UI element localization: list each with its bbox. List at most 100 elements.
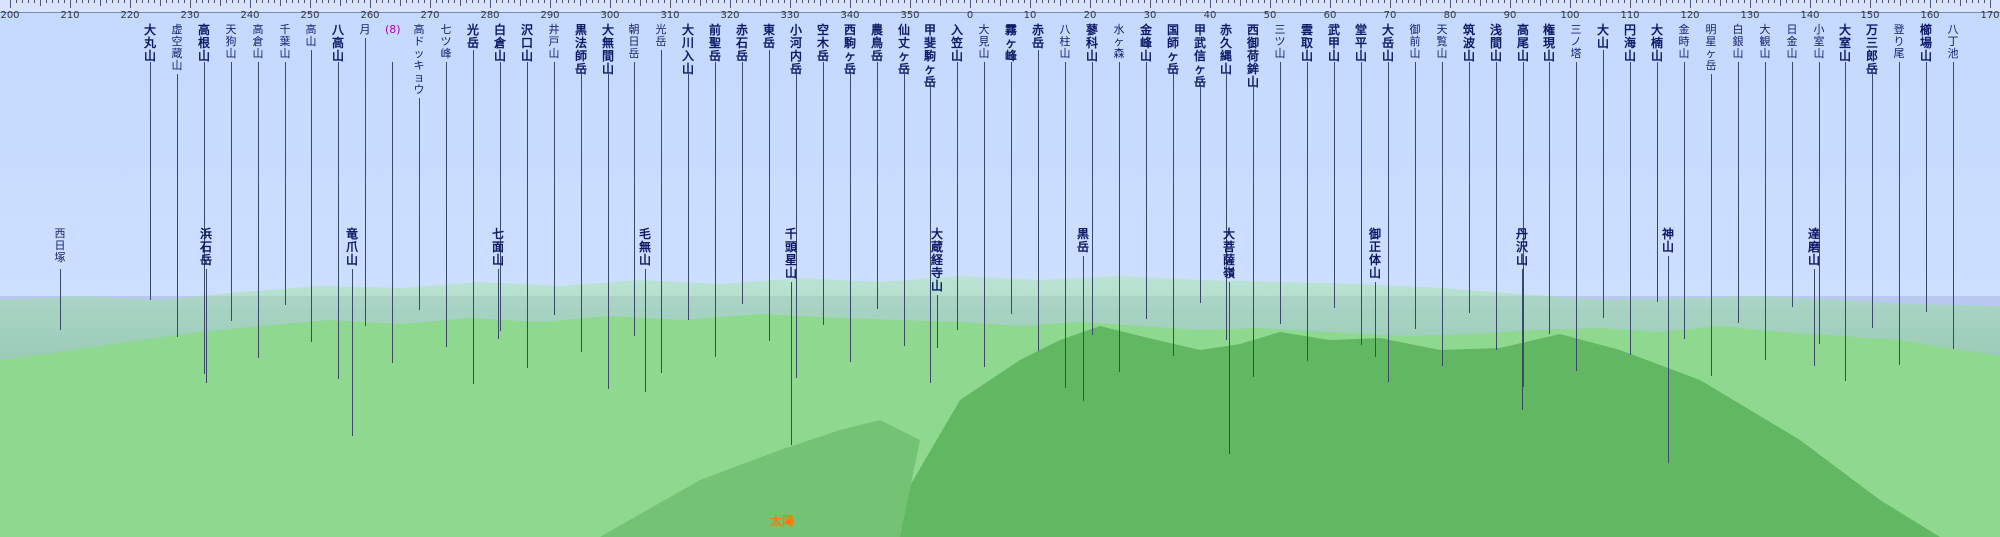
peak-label[interactable]: 日金山 [1786, 23, 1798, 60]
peak-label[interactable]: 三ツ山 [1274, 23, 1286, 60]
peak-label[interactable]: 高倉山 [252, 23, 264, 60]
scale-minor-tick [1402, 0, 1403, 3]
peak-label[interactable]: 白倉山 [493, 23, 506, 63]
peak-label[interactable]: (8) [385, 23, 401, 36]
peak-label[interactable]: 千頭星山 [784, 227, 797, 280]
peak-label[interactable]: 八丁池 [1947, 23, 1959, 60]
peak-label[interactable]: 赤久縄山 [1219, 23, 1232, 76]
peak-pointer-line [742, 62, 743, 304]
peak-label[interactable]: 水ヶ森 [1113, 23, 1125, 60]
peak-label[interactable]: 毛無山 [638, 227, 651, 267]
scale-minor-tick [568, 0, 569, 3]
peak-label[interactable]: 三ノ塔 [1570, 23, 1582, 60]
peak-label[interactable]: 高尾山 [1516, 23, 1529, 63]
peak-label[interactable]: 東岳 [762, 23, 775, 50]
peak-label[interactable]: 小河内岳 [789, 23, 802, 76]
peak-label[interactable]: 達磨山 [1807, 227, 1820, 267]
peak-label[interactable]: 武甲山 [1327, 23, 1340, 63]
peak-label[interactable]: 赤岳 [1031, 23, 1044, 50]
peak-label[interactable]: 甲武信ヶ岳 [1193, 23, 1206, 89]
scale-minor-tick [832, 0, 833, 3]
peak-label[interactable]: 霧ヶ峰 [1004, 23, 1017, 63]
peak-label[interactable]: 浜石岳 [199, 227, 212, 267]
peak-label[interactable]: 仙丈ヶ岳 [897, 23, 910, 76]
scale-minor-tick [526, 0, 527, 3]
peak-label[interactable]: 黒法師岳 [574, 23, 587, 76]
peak-label[interactable]: 高根山 [197, 23, 210, 63]
peak-pointer-line [1146, 62, 1147, 319]
peak-label[interactable]: 月 [359, 23, 371, 36]
peak-label[interactable]: 御前山 [1409, 23, 1421, 60]
scale-minor-tick [148, 0, 149, 3]
peak-label[interactable]: 金時山 [1678, 23, 1690, 60]
peak-label[interactable]: 高ドッキョウ [413, 23, 425, 96]
peak-label[interactable]: 大室山 [1838, 23, 1851, 63]
peak-label[interactable]: 櫛場山 [1919, 23, 1932, 63]
peak-label[interactable]: 神山 [1661, 227, 1674, 254]
scale-tick [1570, 0, 1571, 8]
peak-label[interactable]: 大蔵経寺山 [930, 227, 943, 293]
peak-label[interactable]: 大無間山 [601, 23, 614, 76]
peak-label[interactable]: 光岳 [466, 23, 479, 50]
scale-minor-tick [1198, 0, 1199, 3]
peak-label[interactable]: 堂平山 [1354, 23, 1367, 63]
peak-label[interactable]: 西御荷鉾山 [1246, 23, 1259, 89]
peak-label[interactable]: 大岳山 [1381, 23, 1394, 63]
peak-label[interactable]: 西日塚 [54, 227, 66, 264]
peak-label[interactable]: 御正体山 [1368, 227, 1381, 280]
scale-minor-tick [928, 0, 929, 3]
scale-minor-tick [598, 0, 599, 3]
peak-label[interactable]: 甲斐駒ヶ岳 [923, 23, 936, 89]
peak-label[interactable]: 筑波山 [1462, 23, 1475, 63]
peak-label[interactable]: 天狗山 [225, 23, 237, 60]
peak-label[interactable]: 浅間山 [1489, 23, 1502, 63]
peak-label[interactable]: 円海山 [1623, 23, 1636, 63]
scale-minor-tick [1204, 0, 1205, 3]
peak-label[interactable]: 八高山 [331, 23, 344, 63]
peak-label[interactable]: 雲取山 [1300, 23, 1313, 63]
peak-label[interactable]: 高山 [305, 23, 317, 48]
peak-label[interactable]: 前聖岳 [708, 23, 721, 63]
peak-label[interactable]: 光岳 [655, 23, 667, 48]
peak-label[interactable]: 大山 [1596, 23, 1609, 50]
scale-minor-tick [1126, 0, 1127, 3]
peak-label[interactable]: 八柱山 [1059, 23, 1071, 60]
peak-label[interactable]: 蓼科山 [1085, 23, 1098, 63]
peak-label[interactable]: 権現山 [1542, 23, 1555, 63]
peak-label[interactable]: 赤石岳 [735, 23, 748, 63]
peak-label[interactable]: 入笠山 [950, 23, 963, 63]
peak-label[interactable]: 空木岳 [816, 23, 829, 63]
peak-label[interactable]: 万三郎岳 [1865, 23, 1878, 76]
peak-label[interactable]: 農鳥岳 [870, 23, 883, 63]
peak-label[interactable]: 小室山 [1813, 23, 1825, 60]
scale-minor-tick [46, 0, 47, 3]
peak-label[interactable]: 大観山 [1759, 23, 1771, 60]
peak-label[interactable]: 竜爪山 [345, 227, 358, 267]
peak-label[interactable]: 虚空蔵山 [171, 23, 183, 72]
scale-minor-tick [1492, 0, 1493, 3]
peak-pointer-line [904, 74, 905, 346]
peak-label[interactable]: 天覧山 [1436, 23, 1448, 60]
peak-label[interactable]: 七面山 [491, 227, 504, 267]
peak-label[interactable]: 朝日岳 [628, 23, 640, 60]
peak-label[interactable]: 大菩薩嶺 [1222, 227, 1235, 280]
peak-label[interactable]: 千葉山 [279, 23, 291, 60]
peak-label[interactable]: 金峰山 [1139, 23, 1152, 63]
peak-label[interactable]: 国師ヶ岳 [1166, 23, 1179, 76]
peak-label[interactable]: 大見山 [978, 23, 990, 60]
peak-label[interactable]: 沢口山 [520, 23, 533, 63]
peak-label[interactable]: 黒岳 [1076, 227, 1089, 254]
peak-label[interactable]: 明星ヶ岳 [1705, 23, 1717, 72]
scale-minor-tick [1462, 0, 1463, 3]
peak-label[interactable]: 井戸山 [548, 23, 560, 60]
peak-label[interactable]: 白銀山 [1732, 23, 1744, 60]
peak-label[interactable]: 丹沢山 [1515, 227, 1528, 267]
peak-label[interactable]: 大川入山 [681, 23, 694, 76]
peak-pointer-line [473, 50, 474, 384]
peak-label[interactable]: 大丸山 [143, 23, 156, 63]
peak-label[interactable]: 登り尾 [1893, 23, 1905, 60]
peak-label[interactable]: 西駒ヶ岳 [843, 23, 856, 76]
peak-label[interactable]: 七ツ峰 [440, 23, 452, 60]
peak-label[interactable]: 大楠山 [1650, 23, 1663, 63]
